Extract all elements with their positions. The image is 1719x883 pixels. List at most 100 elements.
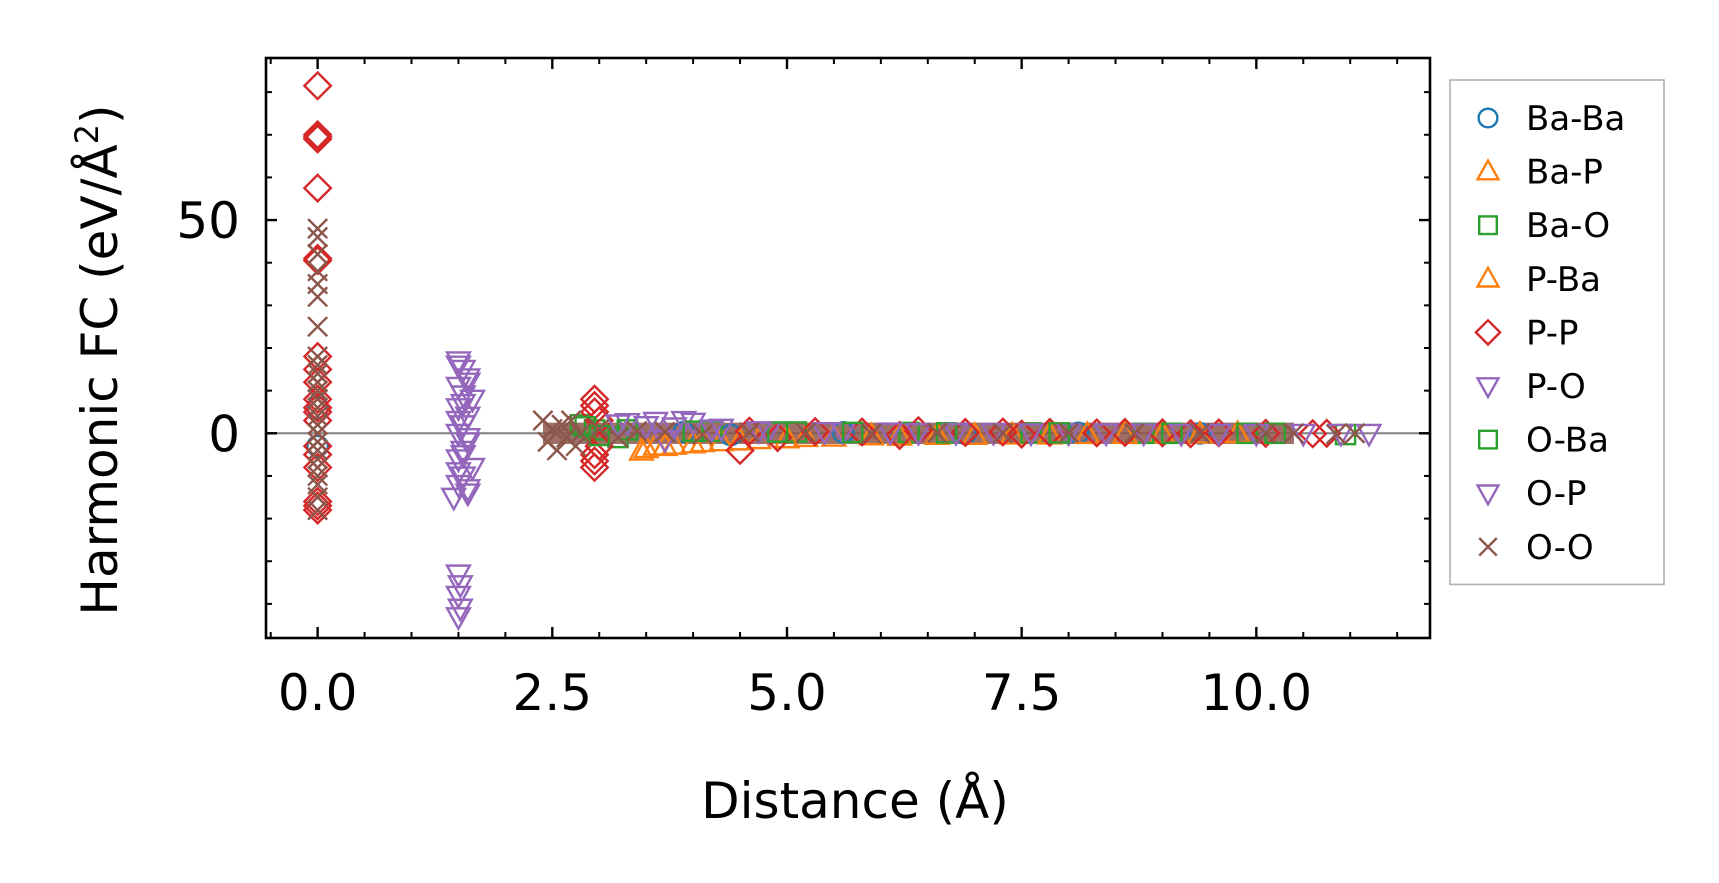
data-point bbox=[459, 389, 486, 414]
legend-label: O-P bbox=[1526, 474, 1586, 514]
data-point bbox=[302, 384, 333, 415]
data-point bbox=[1205, 423, 1233, 448]
legend-entry: O-O bbox=[1478, 528, 1594, 568]
data-point bbox=[745, 421, 773, 446]
series-p-o bbox=[440, 351, 1383, 632]
data-point bbox=[858, 421, 885, 446]
data-point bbox=[1189, 422, 1211, 444]
data-point bbox=[307, 448, 329, 470]
legend-entry: P-P bbox=[1474, 313, 1579, 353]
data-point bbox=[560, 410, 582, 431]
legend-entry: Ba-P bbox=[1475, 153, 1603, 193]
data-point bbox=[302, 119, 333, 150]
data-point bbox=[307, 422, 329, 444]
data-point bbox=[998, 420, 1026, 445]
data-point bbox=[766, 421, 789, 443]
data-point bbox=[926, 422, 948, 444]
legend-entry: Ba-Ba bbox=[1477, 99, 1625, 139]
data-point bbox=[923, 420, 951, 446]
data-point bbox=[942, 422, 970, 447]
data-point bbox=[1255, 422, 1277, 444]
data-point bbox=[992, 422, 1014, 444]
data-point bbox=[307, 346, 329, 367]
legend-marker bbox=[1477, 429, 1498, 450]
data-point bbox=[607, 427, 629, 449]
data-point bbox=[1092, 423, 1120, 448]
data-point bbox=[307, 431, 329, 453]
data-point bbox=[725, 435, 755, 466]
data-point bbox=[692, 424, 713, 446]
data-point bbox=[307, 316, 329, 338]
data-point bbox=[792, 423, 820, 448]
data-point bbox=[307, 286, 329, 308]
series-o-p bbox=[444, 355, 1270, 504]
data-point bbox=[546, 439, 568, 461]
data-point bbox=[307, 397, 329, 419]
legend-label: P-Ba bbox=[1526, 260, 1601, 300]
x-axis-label: Distance (Å) bbox=[701, 772, 1009, 830]
data-point bbox=[800, 416, 831, 447]
x-tick-label: 10.0 bbox=[1201, 664, 1312, 722]
data-point bbox=[738, 421, 760, 443]
data-point bbox=[302, 173, 333, 203]
data-point bbox=[454, 479, 482, 504]
y-axis-label: Harmonic FC (eV/Å2) bbox=[68, 104, 129, 615]
data-point bbox=[302, 245, 333, 276]
series-o-o bbox=[307, 218, 1366, 521]
data-point bbox=[987, 417, 1018, 447]
legend-entry: O-P bbox=[1475, 474, 1586, 514]
data-point bbox=[588, 424, 611, 447]
y-tick-label: 0 bbox=[208, 405, 240, 463]
data-point bbox=[307, 218, 329, 240]
data-point bbox=[454, 372, 482, 397]
data-point bbox=[307, 499, 329, 521]
data-point bbox=[1167, 423, 1195, 448]
data-point bbox=[307, 363, 329, 385]
data-point bbox=[444, 585, 472, 610]
x-tick-label: 7.5 bbox=[982, 664, 1062, 722]
data-point bbox=[444, 607, 472, 632]
data-point bbox=[632, 434, 660, 459]
legend-entry: P-Ba bbox=[1475, 260, 1601, 300]
data-point bbox=[1006, 419, 1037, 450]
x-tick-label: 0.0 bbox=[278, 664, 358, 722]
data-point bbox=[444, 410, 472, 435]
data-point bbox=[795, 422, 817, 444]
legend-marker bbox=[1477, 107, 1499, 129]
data-point bbox=[302, 122, 333, 152]
data-point bbox=[454, 427, 482, 453]
data-point bbox=[579, 452, 610, 483]
legend-marker bbox=[1475, 484, 1501, 507]
x-tick-label: 5.0 bbox=[747, 664, 827, 722]
data-point bbox=[1297, 418, 1328, 449]
legend-label: O-O bbox=[1526, 528, 1594, 568]
plot-background bbox=[266, 58, 1430, 638]
data-point bbox=[306, 434, 330, 458]
data-point bbox=[440, 487, 468, 512]
legend: Ba-Ba Ba-P Ba-O P-Ba P-P P-O O-Ba O-P O-O bbox=[1449, 79, 1665, 586]
y-axis-label-main: Harmonic FC (eV/Å bbox=[71, 144, 129, 615]
y-tick-label: 50 bbox=[176, 192, 240, 250]
data-point bbox=[884, 420, 915, 451]
data-point bbox=[446, 598, 474, 623]
data-point bbox=[1073, 420, 1101, 445]
data-point bbox=[961, 420, 989, 446]
legend-label: Ba-P bbox=[1526, 153, 1603, 193]
x-tick-label: 2.5 bbox=[513, 664, 593, 722]
data-point bbox=[307, 371, 329, 393]
data-point bbox=[444, 449, 472, 474]
data-point bbox=[1325, 423, 1347, 445]
data-point bbox=[454, 368, 482, 393]
data-point bbox=[302, 124, 333, 154]
data-point bbox=[570, 422, 591, 444]
axis-ticks bbox=[266, 58, 1430, 638]
legend-marker bbox=[1474, 318, 1502, 347]
legend-marker bbox=[1475, 158, 1501, 181]
data-point bbox=[307, 388, 329, 410]
data-point bbox=[588, 418, 610, 440]
data-point bbox=[811, 421, 838, 447]
data-point bbox=[307, 380, 329, 402]
data-point bbox=[876, 422, 904, 447]
data-point bbox=[886, 421, 914, 446]
